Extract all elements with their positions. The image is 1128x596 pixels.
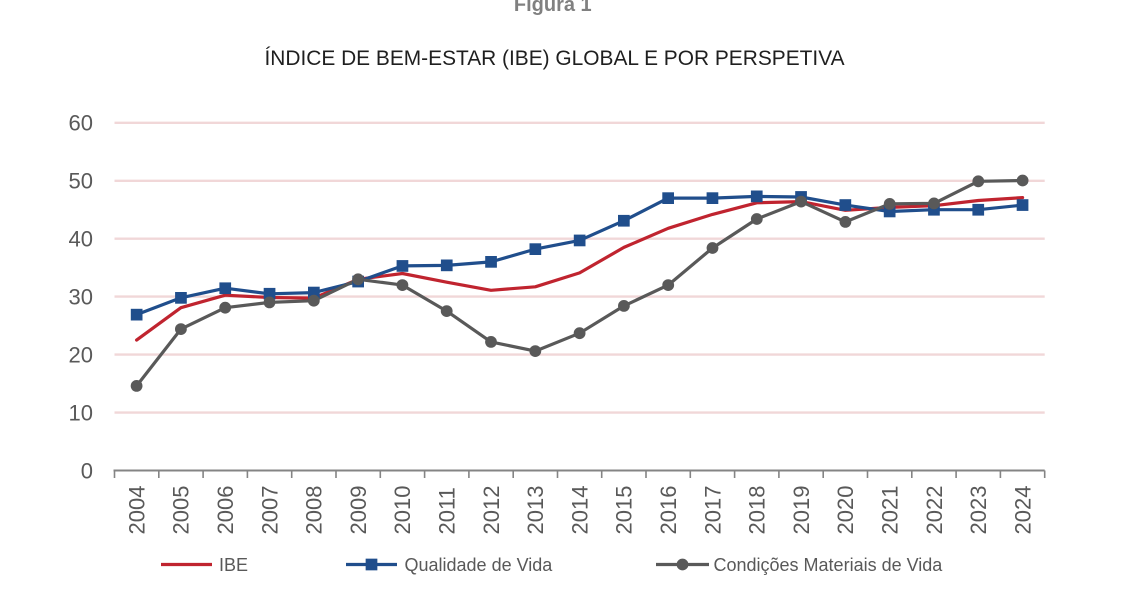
svg-text:2009: 2009 <box>346 486 371 535</box>
svg-text:IBE: IBE <box>219 555 248 575</box>
svg-text:60: 60 <box>69 111 93 136</box>
svg-text:10: 10 <box>69 400 93 425</box>
svg-text:ÍNDICE DE BEM-ESTAR (IBE) GLOB: ÍNDICE DE BEM-ESTAR (IBE) GLOBAL E POR P… <box>264 47 844 70</box>
svg-text:2021: 2021 <box>878 486 903 535</box>
svg-text:2006: 2006 <box>213 486 238 535</box>
svg-text:2011: 2011 <box>435 487 460 534</box>
svg-text:2014: 2014 <box>567 486 592 535</box>
svg-text:2005: 2005 <box>169 486 194 535</box>
svg-text:2023: 2023 <box>966 486 991 535</box>
svg-text:2013: 2013 <box>523 486 548 535</box>
svg-text:30: 30 <box>69 284 93 309</box>
svg-text:2018: 2018 <box>745 486 770 535</box>
svg-text:2012: 2012 <box>479 486 504 535</box>
svg-text:40: 40 <box>69 227 93 252</box>
svg-text:Figura 1: Figura 1 <box>514 0 592 16</box>
svg-text:Condições Materiais de Vida: Condições Materiais de Vida <box>714 555 944 575</box>
svg-text:2010: 2010 <box>390 486 415 535</box>
svg-text:2016: 2016 <box>656 486 681 535</box>
svg-text:2008: 2008 <box>302 486 327 535</box>
svg-text:2007: 2007 <box>257 486 282 535</box>
svg-text:2004: 2004 <box>124 486 149 535</box>
svg-text:50: 50 <box>69 169 93 194</box>
svg-text:2024: 2024 <box>1010 486 1035 535</box>
svg-text:2022: 2022 <box>922 486 947 535</box>
svg-text:2020: 2020 <box>833 486 858 535</box>
svg-text:0: 0 <box>81 458 93 483</box>
svg-text:2015: 2015 <box>612 486 637 535</box>
svg-text:20: 20 <box>69 342 93 367</box>
svg-text:2019: 2019 <box>789 486 814 535</box>
svg-text:2017: 2017 <box>700 486 725 535</box>
svg-text:Qualidade de Vida: Qualidade de Vida <box>405 555 554 575</box>
